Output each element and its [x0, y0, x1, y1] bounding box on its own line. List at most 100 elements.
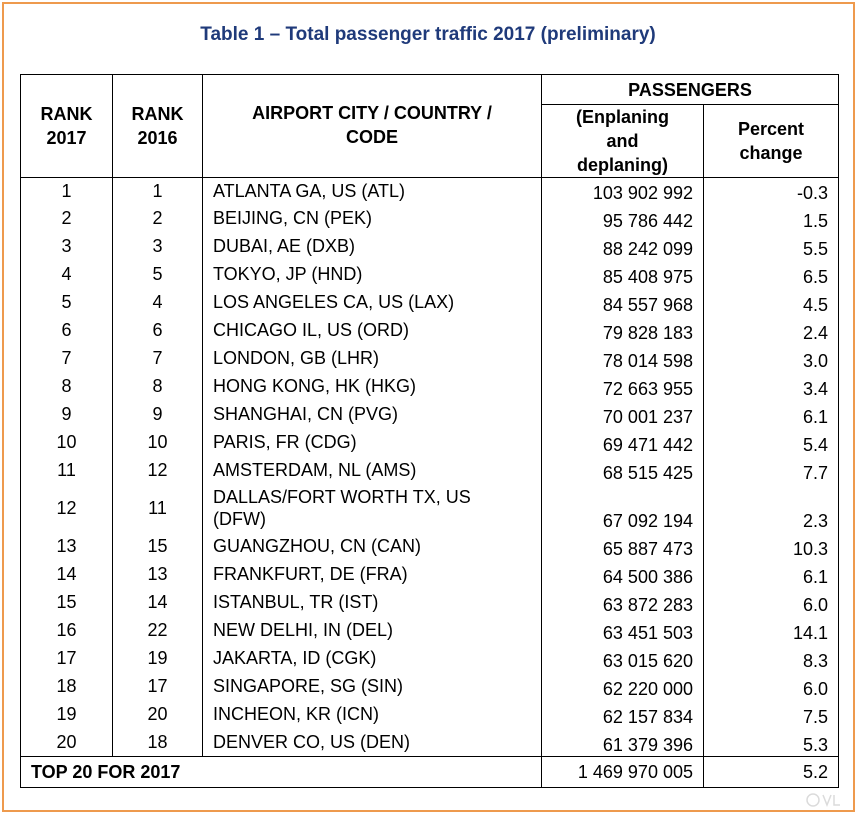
table-row: 2 2 BEIJING, CN (PEK) 95 786 442 1.5	[20, 204, 840, 232]
rank-2017-cell: 11	[20, 456, 113, 484]
rank-2016-cell: 10	[112, 428, 203, 456]
table-row: 13 15 GUANGZHOU, CN (CAN) 65 887 473 10.…	[20, 532, 840, 560]
rank-2017-cell: 1	[20, 177, 113, 204]
table-row: 14 13 FRANKFURT, DE (FRA) 64 500 386 6.1	[20, 560, 840, 588]
percent-change-cell: 8.3	[702, 644, 840, 672]
percent-change-cell: 7.5	[702, 700, 840, 728]
passengers-cell: 61 379 396	[541, 728, 704, 757]
header-passengers: PASSENGERS	[540, 74, 840, 105]
percent-change-cell: 10.3	[702, 532, 840, 560]
header-rank-2016-line1: RANK	[131, 104, 184, 124]
rank-2017-cell: 13	[20, 532, 113, 560]
passengers-cell: 69 471 442	[541, 428, 704, 456]
rank-2016-cell: 19	[112, 644, 203, 672]
percent-change-cell: 3.0	[702, 344, 840, 372]
airport-cell: JAKARTA, ID (CGK)	[202, 644, 542, 672]
header-enplaning-line2: and	[606, 131, 639, 151]
passengers-cell: 64 500 386	[541, 560, 704, 588]
total-label: TOP 20 FOR 2017	[20, 756, 542, 788]
percent-change-cell: 7.7	[702, 456, 840, 484]
percent-change-cell: 2.4	[702, 316, 840, 344]
rank-2017-cell: 16	[20, 616, 113, 644]
passengers-cell: 70 001 237	[541, 400, 704, 428]
table-row: 6 6 CHICAGO IL, US (ORD) 79 828 183 2.4	[20, 316, 840, 344]
header-percent-change: Percent change	[702, 104, 840, 178]
header-airport-line2: CODE	[345, 127, 398, 147]
percent-change-cell: 3.4	[702, 372, 840, 400]
airport-cell: ATLANTA GA, US (ATL)	[202, 177, 542, 204]
table-row: 15 14 ISTANBUL, TR (IST) 63 872 283 6.0	[20, 588, 840, 616]
rank-2017-cell: 14	[20, 560, 113, 588]
rank-2017-cell: 3	[20, 232, 113, 260]
passengers-cell: 62 220 000	[541, 672, 704, 700]
rank-2017-cell: 6	[20, 316, 113, 344]
header-enplaning-line3: deplaning)	[577, 155, 668, 175]
airport-cell: ISTANBUL, TR (IST)	[202, 588, 542, 616]
airport-cell: FRANKFURT, DE (FRA)	[202, 560, 542, 588]
rank-2016-cell: 22	[112, 616, 203, 644]
passengers-cell: 63 015 620	[541, 644, 704, 672]
airport-cell: LOS ANGELES CA, US (LAX)	[202, 288, 542, 316]
rank-2016-cell: 18	[112, 728, 203, 757]
table-row: 3 3 DUBAI, AE (DXB) 88 242 099 5.5	[20, 232, 840, 260]
airport-cell: INCHEON, KR (ICN)	[202, 700, 542, 728]
total-row: TOP 20 FOR 2017 1 469 970 005 5.2	[20, 756, 840, 788]
table-row: 20 18 DENVER CO, US (DEN) 61 379 396 5.3	[20, 728, 840, 757]
rank-2017-cell: 8	[20, 372, 113, 400]
percent-change-cell: 6.0	[702, 672, 840, 700]
passengers-cell: 78 014 598	[541, 344, 704, 372]
percent-change-cell: 4.5	[702, 288, 840, 316]
passengers-cell: 95 786 442	[541, 204, 704, 232]
header-rank-2016-line2: 2016	[137, 128, 178, 148]
rank-2017-cell: 18	[20, 672, 113, 700]
percent-change-cell: -0.3	[702, 177, 840, 204]
percent-change-cell: 1.5	[702, 204, 840, 232]
passengers-cell: 63 872 283	[541, 588, 704, 616]
passengers-cell: 67 092 194	[541, 484, 704, 532]
passengers-cell: 103 902 992	[541, 177, 704, 204]
passengers-cell: 88 242 099	[541, 232, 704, 260]
airport-cell: HONG KONG, HK (HKG)	[202, 372, 542, 400]
table-title: Table 1 – Total passenger traffic 2017 (…	[200, 24, 656, 45]
airport-cell: CHICAGO IL, US (ORD)	[202, 316, 542, 344]
header-airport: AIRPORT CITY / COUNTRY / CODE	[202, 74, 542, 178]
header-airport-line1: AIRPORT CITY / COUNTRY /	[252, 103, 492, 123]
table-row: 7 7 LONDON, GB (LHR) 78 014 598 3.0	[20, 344, 840, 372]
passengers-cell: 85 408 975	[541, 260, 704, 288]
rank-2017-cell: 12	[20, 484, 113, 532]
table-row: 16 22 NEW DELHI, IN (DEL) 63 451 503 14.…	[20, 616, 840, 644]
header-rank-2016: RANK 2016	[112, 74, 203, 178]
header-enplaning-line1: (Enplaning	[576, 107, 669, 127]
airport-cell: NEW DELHI, IN (DEL)	[202, 616, 542, 644]
rank-2016-cell: 12	[112, 456, 203, 484]
rank-2016-cell: 4	[112, 288, 203, 316]
table-row: 12 11 DALLAS/FORT WORTH TX, US (DFW) 67 …	[20, 484, 840, 532]
table-row: 18 17 SINGAPORE, SG (SIN) 62 220 000 6.0	[20, 672, 840, 700]
passengers-cell: 65 887 473	[541, 532, 704, 560]
percent-change-cell: 6.5	[702, 260, 840, 288]
total-percent-change: 5.2	[702, 756, 840, 788]
rank-2016-cell: 11	[112, 484, 203, 532]
header-rank-2017: RANK 2017	[20, 74, 113, 178]
airport-cell: SINGAPORE, SG (SIN)	[202, 672, 542, 700]
rank-2016-cell: 5	[112, 260, 203, 288]
table-row: 9 9 SHANGHAI, CN (PVG) 70 001 237 6.1	[20, 400, 840, 428]
percent-change-cell: 2.3	[702, 484, 840, 532]
rank-2017-cell: 15	[20, 588, 113, 616]
rank-2016-cell: 9	[112, 400, 203, 428]
header-percent-line1: Percent	[737, 119, 805, 139]
airport-cell: DUBAI, AE (DXB)	[202, 232, 542, 260]
rank-2016-cell: 7	[112, 344, 203, 372]
percent-change-cell: 5.3	[702, 728, 840, 757]
percent-change-cell: 5.4	[702, 428, 840, 456]
airport-cell: LONDON, GB (LHR)	[202, 344, 542, 372]
header-percent-line2: change	[739, 143, 803, 163]
passengers-cell: 72 663 955	[541, 372, 704, 400]
table-row: 11 12 AMSTERDAM, NL (AMS) 68 515 425 7.7	[20, 456, 840, 484]
rank-2016-cell: 8	[112, 372, 203, 400]
passengers-cell: 79 828 183	[541, 316, 704, 344]
total-passengers: 1 469 970 005	[541, 756, 704, 788]
rank-2017-cell: 5	[20, 288, 113, 316]
passengers-cell: 84 557 968	[541, 288, 704, 316]
rank-2016-cell: 2	[112, 204, 203, 232]
